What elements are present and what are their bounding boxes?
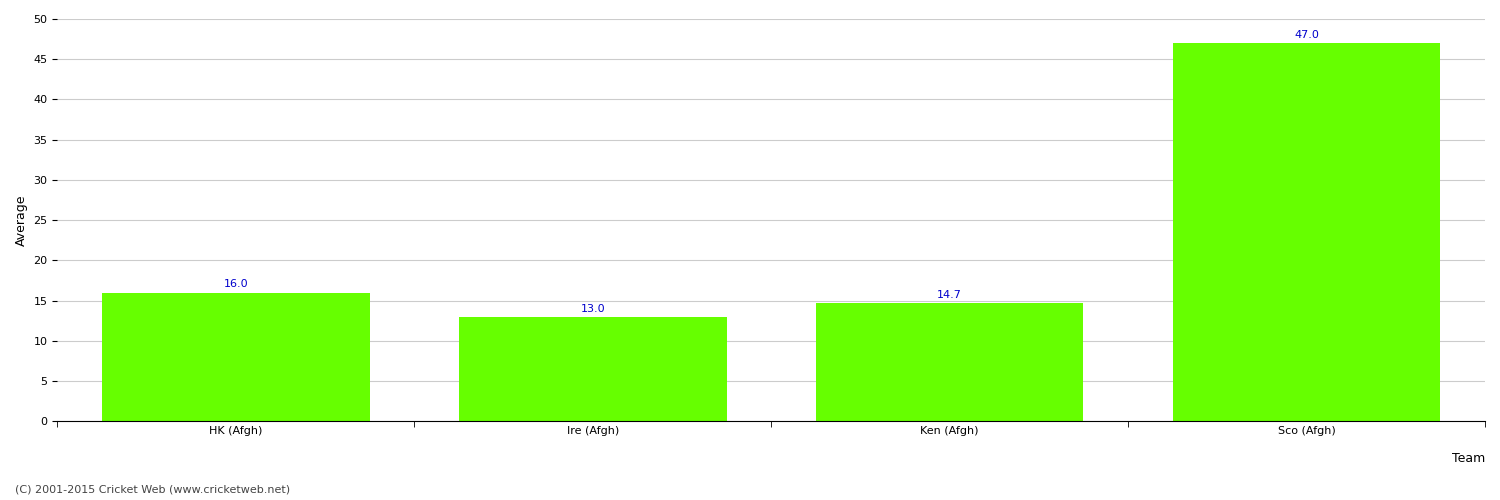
Text: 14.7: 14.7 (938, 290, 962, 300)
Bar (459, 317, 726, 422)
Text: 16.0: 16.0 (224, 280, 248, 289)
Bar (102, 292, 369, 422)
Bar (1173, 43, 1440, 422)
Text: (C) 2001-2015 Cricket Web (www.cricketweb.net): (C) 2001-2015 Cricket Web (www.cricketwe… (15, 485, 290, 495)
Y-axis label: Average: Average (15, 194, 28, 246)
Text: Team: Team (1452, 452, 1485, 465)
Bar (816, 303, 1083, 422)
Text: 47.0: 47.0 (1294, 30, 1318, 40)
Text: 13.0: 13.0 (580, 304, 604, 314)
